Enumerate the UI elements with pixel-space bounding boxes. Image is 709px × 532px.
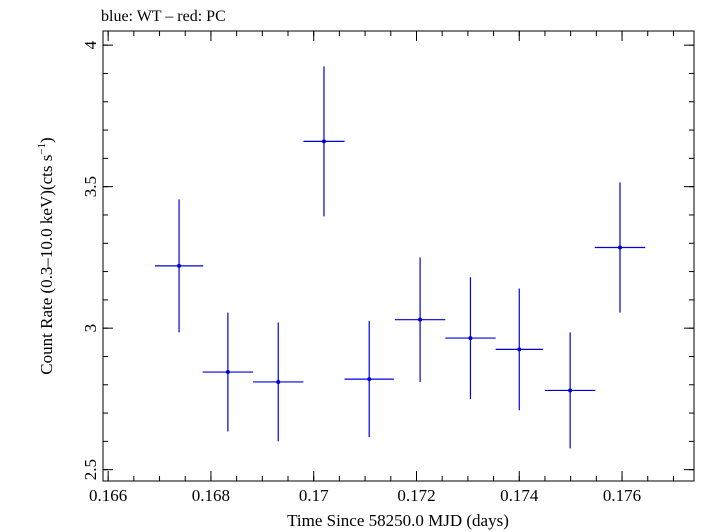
- plot-frame: [102, 30, 695, 482]
- axis-ticks: 0.166 0.168 0.17 0.172 0.174 0.176 2.5 3 3.5 4: [81, 31, 694, 505]
- y-axis-label-sup: −1: [36, 143, 48, 155]
- y-axis-label-close: ): [37, 137, 56, 143]
- data-points: [154, 66, 646, 449]
- y-axis-label-main: Count Rate (0.3–10.0 keV)(cts s: [37, 155, 56, 375]
- x-tick-label: 0.174: [500, 486, 539, 505]
- data-point: [225, 370, 230, 375]
- y-axis-label: Count Rate (0.3–10.0 keV)(cts s−1): [36, 137, 56, 374]
- data-point: [617, 245, 622, 250]
- x-tick-label: 0.166: [89, 486, 127, 505]
- data-point: [468, 336, 473, 341]
- data-point: [367, 377, 372, 382]
- x-tick-label: 0.176: [603, 486, 641, 505]
- x-tick-label: 0.168: [192, 486, 230, 505]
- data-point: [517, 347, 522, 352]
- y-tick-label: 3: [81, 324, 100, 333]
- chart-title: blue: WT – red: PC: [101, 8, 226, 25]
- data-point: [321, 139, 326, 144]
- y-tick-label: 4: [81, 40, 100, 49]
- y-tick-label: 2.5: [81, 459, 100, 480]
- y-tick-label: 3.5: [81, 176, 100, 197]
- data-point: [177, 263, 182, 268]
- x-tick-label: 0.17: [299, 486, 329, 505]
- x-axis-label: Time Since 58250.0 MJD (days): [287, 511, 509, 530]
- x-tick-label: 0.172: [397, 486, 435, 505]
- data-point: [568, 388, 573, 393]
- data-point: [418, 317, 423, 322]
- data-point: [276, 379, 281, 384]
